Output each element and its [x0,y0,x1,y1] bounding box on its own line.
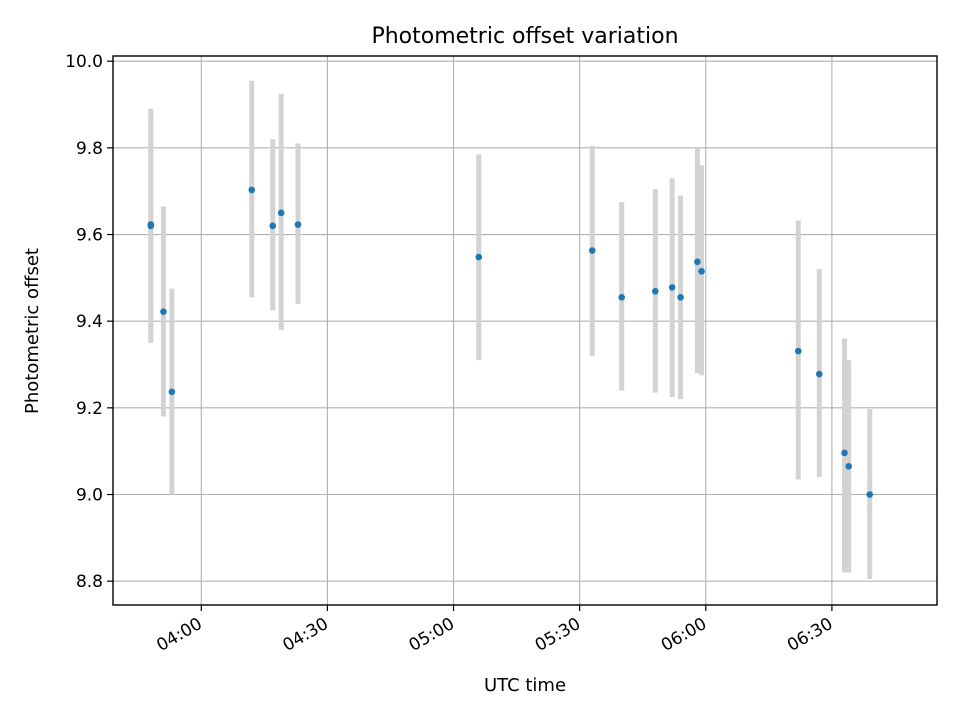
y-tick-label: 9.6 [76,226,103,246]
y-axis-ticks: 8.8 9.0 9.2 9.4 9.6 9.8 10.0 [65,52,113,592]
data-point [652,287,659,295]
x-tick-label: 06:30 [784,614,836,656]
data-point [794,347,802,355]
data-point [248,186,256,194]
data-point [147,222,155,230]
data-point [294,221,302,228]
data-point [841,449,848,457]
data-point [588,247,596,254]
x-tick-label: 04:30 [279,614,331,656]
data-point [475,253,483,261]
y-tick-label: 8.8 [76,572,103,592]
data-point [618,294,625,301]
x-tick-label: 06:00 [658,614,710,656]
x-tick-label: 05:00 [406,614,458,656]
y-tick-label: 9.4 [76,312,103,332]
x-axis-ticks: 04:00 04:30 05:00 05:30 06:00 06:30 [153,605,836,656]
data-point [694,258,701,266]
data-point [677,294,684,301]
error-bars [148,80,873,580]
data-point [160,308,167,315]
y-tick-label: 9.0 [76,486,103,506]
plot-area-frame [112,55,938,606]
y-tick-label: 9.2 [76,399,103,419]
chart-title: Photometric offset variation [371,24,678,49]
x-axis-label: UTC time [484,675,566,696]
grid-lines [113,56,937,605]
data-point [277,209,285,217]
data-point [668,284,676,291]
y-axis-label: Photometric offset [22,248,43,414]
data-point [269,222,277,230]
data-point [168,388,176,396]
y-tick-label: 10.0 [65,52,103,72]
data-points [147,186,874,498]
x-tick-label: 05:30 [532,614,584,656]
y-tick-label: 9.8 [76,139,103,159]
x-tick-label: 04:00 [153,614,205,656]
data-point [698,268,705,275]
data-point [866,491,874,498]
data-point [845,463,853,470]
data-point [815,370,823,378]
